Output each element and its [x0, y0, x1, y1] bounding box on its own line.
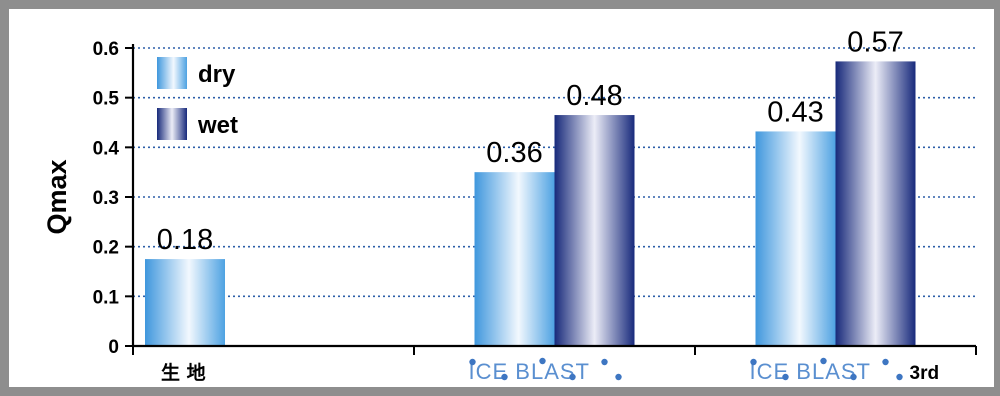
logo-dot [615, 373, 622, 381]
axes [125, 44, 977, 355]
x-category-label: 生 地 [161, 361, 206, 384]
logo-dot [469, 358, 476, 366]
data-label-dry: 0.43 [767, 96, 823, 128]
y-tick-label: 0.3 [93, 188, 119, 209]
y-tick-label: 0 [108, 337, 119, 358]
data-label-wet: 0.48 [566, 80, 622, 112]
logo-dot [501, 373, 508, 381]
logo-dot [539, 357, 546, 365]
bars [145, 61, 916, 346]
y-tick-label: 0.6 [93, 39, 119, 60]
x-category-suffix: 3rd [910, 363, 940, 384]
logo-dot [601, 358, 608, 366]
ice-blast-logo: ICE BLAST [469, 357, 622, 384]
y-axis-label: Qmax [42, 159, 72, 234]
labels: 0 0.1 0.2 0.3 0.4 0.5 0.6 0.18 生 地 0.36 0.48 ICE BL… [93, 26, 940, 384]
bar-wet [554, 115, 635, 346]
y-tick-label: 0.4 [93, 138, 120, 159]
logo-text: ICE BLAST [469, 359, 590, 384]
legend: dry wet [157, 57, 238, 140]
y-tick-label: 0.2 [93, 238, 119, 259]
logo-dot [882, 358, 889, 366]
logo-text: ICE BLAST [750, 359, 871, 384]
data-label-dry: 0.36 [486, 137, 542, 169]
ice-blast-logo: ICE BLAST [750, 357, 903, 384]
legend-swatch-wet [157, 108, 187, 140]
legend-label-dry: dry [198, 61, 236, 88]
bar-dry [755, 131, 836, 346]
bar-dry [145, 259, 225, 346]
logo-dot [569, 373, 576, 381]
logo-dot [850, 373, 857, 381]
legend-label-wet: wet [197, 112, 238, 139]
logo-dot [820, 357, 827, 365]
data-label-wet: 0.57 [847, 26, 903, 58]
data-label-dry: 0.18 [157, 224, 213, 256]
bar-dry [474, 172, 555, 346]
legend-swatch-dry [157, 57, 187, 89]
logo-dot [896, 373, 903, 381]
logo-dot [782, 373, 789, 381]
bar-wet [835, 61, 916, 346]
logo-dot [750, 358, 757, 366]
y-tick-label: 0.5 [93, 89, 120, 110]
y-tick-label: 0.1 [93, 287, 120, 308]
